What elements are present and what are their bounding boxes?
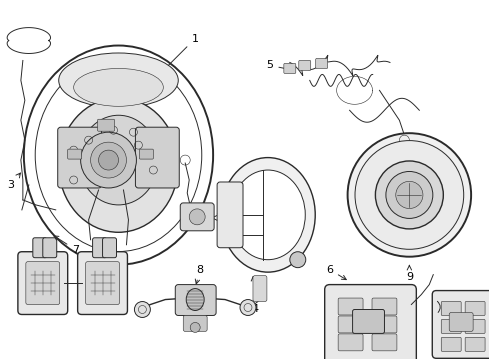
FancyBboxPatch shape xyxy=(175,285,216,315)
FancyBboxPatch shape xyxy=(338,316,363,333)
Circle shape xyxy=(290,252,306,268)
Circle shape xyxy=(240,300,256,315)
FancyBboxPatch shape xyxy=(465,319,485,333)
FancyBboxPatch shape xyxy=(58,127,101,188)
Circle shape xyxy=(91,142,126,178)
Circle shape xyxy=(347,133,471,257)
FancyBboxPatch shape xyxy=(338,334,363,351)
FancyBboxPatch shape xyxy=(325,285,416,360)
Text: 6: 6 xyxy=(326,265,346,280)
FancyBboxPatch shape xyxy=(135,127,179,188)
FancyBboxPatch shape xyxy=(86,262,120,305)
FancyBboxPatch shape xyxy=(441,302,461,315)
FancyBboxPatch shape xyxy=(68,149,82,159)
FancyBboxPatch shape xyxy=(299,60,311,71)
Ellipse shape xyxy=(186,289,204,310)
FancyBboxPatch shape xyxy=(353,310,385,333)
Text: 5: 5 xyxy=(267,60,291,71)
FancyBboxPatch shape xyxy=(316,58,328,68)
FancyBboxPatch shape xyxy=(93,238,106,258)
FancyBboxPatch shape xyxy=(372,298,397,315)
Circle shape xyxy=(190,323,200,332)
FancyBboxPatch shape xyxy=(26,262,60,305)
FancyBboxPatch shape xyxy=(102,238,117,258)
Circle shape xyxy=(386,171,433,219)
Text: 7: 7 xyxy=(54,236,79,255)
Circle shape xyxy=(81,132,136,188)
FancyBboxPatch shape xyxy=(432,291,490,358)
FancyBboxPatch shape xyxy=(183,315,207,332)
Ellipse shape xyxy=(231,170,305,260)
FancyBboxPatch shape xyxy=(217,182,243,248)
Circle shape xyxy=(134,302,150,318)
Circle shape xyxy=(189,209,205,225)
FancyBboxPatch shape xyxy=(449,312,473,332)
FancyBboxPatch shape xyxy=(140,149,153,159)
FancyBboxPatch shape xyxy=(98,119,115,131)
FancyBboxPatch shape xyxy=(43,238,57,258)
Ellipse shape xyxy=(74,68,163,106)
Text: 4: 4 xyxy=(251,276,259,315)
FancyBboxPatch shape xyxy=(441,337,461,351)
FancyBboxPatch shape xyxy=(284,63,296,73)
Text: 3: 3 xyxy=(7,173,21,190)
FancyBboxPatch shape xyxy=(372,334,397,351)
Text: 8: 8 xyxy=(196,265,204,284)
Text: 2: 2 xyxy=(212,213,222,223)
Text: 9: 9 xyxy=(406,265,413,282)
FancyBboxPatch shape xyxy=(338,298,363,315)
Ellipse shape xyxy=(220,158,315,272)
FancyBboxPatch shape xyxy=(77,252,127,315)
Ellipse shape xyxy=(78,115,158,205)
FancyBboxPatch shape xyxy=(372,316,397,333)
Circle shape xyxy=(98,150,119,170)
FancyBboxPatch shape xyxy=(465,302,485,315)
Circle shape xyxy=(396,181,423,208)
FancyBboxPatch shape xyxy=(18,252,68,315)
FancyBboxPatch shape xyxy=(465,337,485,351)
FancyBboxPatch shape xyxy=(253,276,267,302)
FancyBboxPatch shape xyxy=(180,203,214,231)
Ellipse shape xyxy=(59,53,178,108)
Ellipse shape xyxy=(59,98,178,232)
Circle shape xyxy=(355,141,464,249)
FancyBboxPatch shape xyxy=(441,319,461,333)
Circle shape xyxy=(375,161,443,229)
FancyBboxPatch shape xyxy=(33,238,47,258)
Text: 1: 1 xyxy=(161,33,198,73)
